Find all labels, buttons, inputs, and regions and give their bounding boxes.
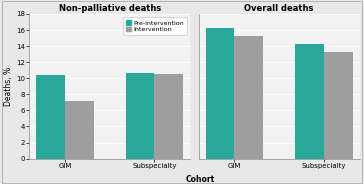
Bar xyxy=(206,28,234,159)
Bar xyxy=(295,45,324,159)
Y-axis label: Deaths, %: Deaths, % xyxy=(4,67,13,106)
Bar xyxy=(126,73,154,159)
Bar xyxy=(65,101,94,159)
Bar xyxy=(154,74,183,159)
Legend: Pre-intervention, Intervention: Pre-intervention, Intervention xyxy=(123,17,187,35)
Bar xyxy=(324,52,352,159)
Title: Overall deaths: Overall deaths xyxy=(245,4,314,13)
Text: Cohort: Cohort xyxy=(186,175,215,184)
Bar xyxy=(36,75,65,159)
Title: Non-palliative deaths: Non-palliative deaths xyxy=(59,4,161,13)
Bar xyxy=(234,36,263,159)
